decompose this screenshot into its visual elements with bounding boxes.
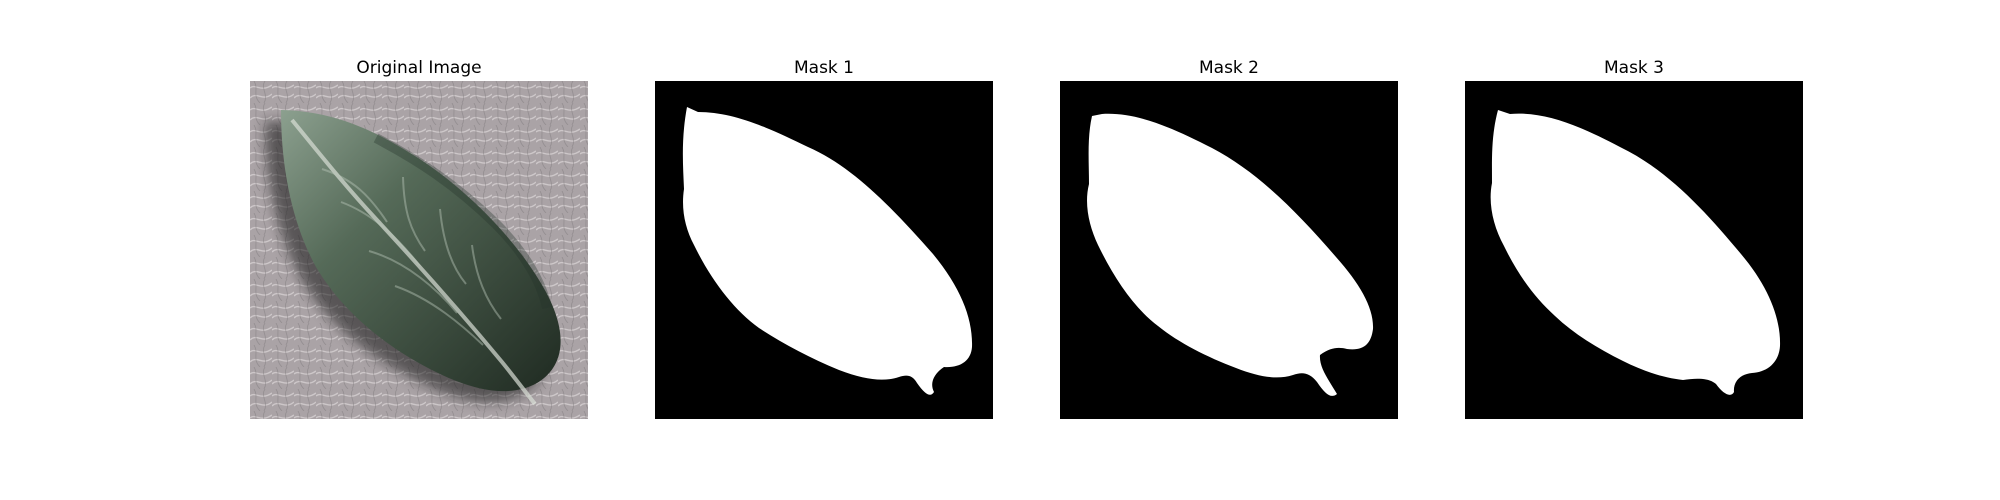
figure-panel-mask-3: Mask 3 (1465, 55, 1803, 419)
panel-title: Mask 2 (1198, 58, 1259, 78)
figure-panel-original: Original Image (250, 55, 588, 419)
mask-3-image (1465, 81, 1803, 419)
figure-panel-mask-2: Mask 2 (1060, 55, 1398, 419)
mask-2-image (1060, 81, 1398, 419)
panel-title: Original Image (356, 58, 482, 78)
figure-panel-mask-1: Mask 1 (655, 55, 993, 419)
mask-1-image (655, 81, 993, 419)
panel-title: Mask 1 (793, 58, 854, 78)
original-leaf-image (250, 81, 588, 419)
panel-title: Mask 3 (1603, 58, 1664, 78)
